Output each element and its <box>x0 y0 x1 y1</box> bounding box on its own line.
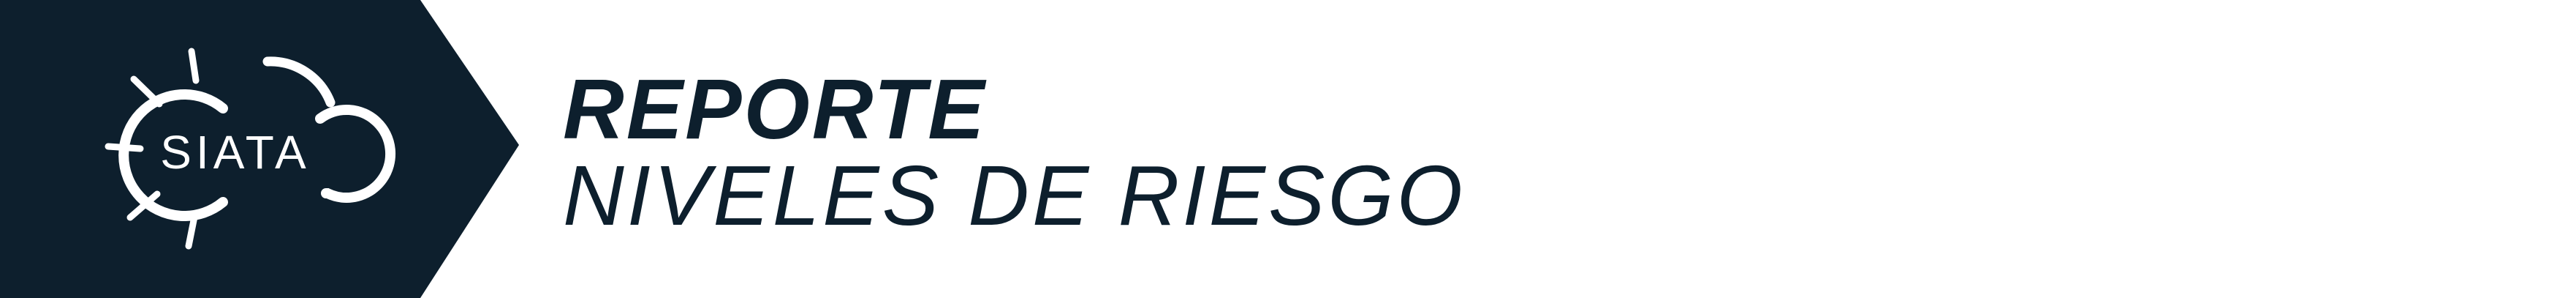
title-line-report: REPORTE <box>563 62 987 157</box>
arrow-panel-background <box>0 0 519 298</box>
logo-wordmark: SIATA <box>160 126 310 179</box>
logo-panel-shape: SIATA <box>0 0 519 298</box>
title-line-risk-levels: NIVELES DE RIESGO <box>563 148 1466 243</box>
sun-cloud-icon <box>105 48 396 250</box>
report-title: REPORTE NIVELES DE RIESGO <box>563 66 1586 242</box>
logo-panel: SIATA <box>0 0 526 298</box>
